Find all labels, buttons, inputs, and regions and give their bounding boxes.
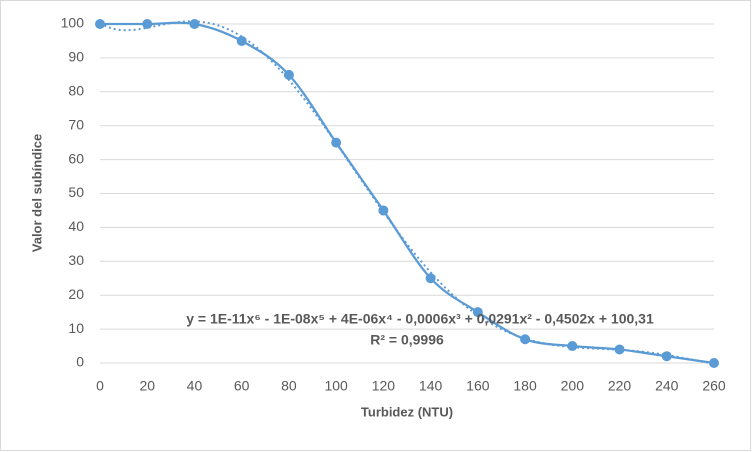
- y-tick-label: 80: [68, 83, 84, 99]
- data-point: [472, 307, 483, 318]
- x-tick-label: 140: [419, 378, 443, 394]
- data-point: [95, 19, 105, 29]
- y-tick-label: 10: [68, 320, 84, 336]
- x-axis-title: Turbidez (NTU): [361, 404, 453, 419]
- x-tick-label: 260: [702, 378, 726, 394]
- y-tick-label: 60: [68, 150, 84, 166]
- y-tick-label: 20: [68, 286, 84, 302]
- data-point: [283, 69, 294, 80]
- data-point: [614, 344, 625, 355]
- y-tick-label: 40: [68, 218, 84, 234]
- y-tick-label: 50: [68, 184, 84, 200]
- data-point: [661, 351, 672, 362]
- y-tick-label: 0: [76, 354, 84, 370]
- x-tick-label: 160: [466, 378, 490, 394]
- data-point: [425, 273, 436, 284]
- y-tick-label: 100: [61, 15, 85, 31]
- data-point: [567, 341, 578, 352]
- data-point: [189, 19, 200, 29]
- data-point: [520, 334, 531, 345]
- x-tick-label: 20: [139, 378, 155, 394]
- y-tick-label: 30: [68, 252, 84, 268]
- data-point: [331, 137, 342, 148]
- trendline-equation: y = 1E-11x⁶ - 1E-08x⁵ + 4E-06x⁴ - 0,0006…: [186, 311, 654, 327]
- x-tick-label: 40: [187, 378, 203, 394]
- data-point: [142, 19, 153, 29]
- x-tick-label: 60: [234, 378, 250, 394]
- x-tick-label: 240: [655, 378, 679, 394]
- x-tick-label: 220: [608, 378, 632, 394]
- x-tick-label: 0: [96, 378, 104, 394]
- series-line: [99, 21, 715, 365]
- y-axis-title: Valor del subíndice: [29, 134, 44, 252]
- data-point: [378, 205, 389, 216]
- data-point: [709, 358, 719, 368]
- y-tick-label: 70: [68, 116, 84, 132]
- x-tick-label: 180: [513, 378, 537, 394]
- x-tick-label: 80: [281, 378, 297, 394]
- y-tick-label: 90: [68, 49, 84, 65]
- trendline-r2: R² = 0,9996: [370, 332, 444, 348]
- x-tick-label: 200: [561, 378, 585, 394]
- x-tick-label: 100: [324, 378, 348, 394]
- data-point: [236, 35, 247, 46]
- x-tick-label: 120: [372, 378, 396, 394]
